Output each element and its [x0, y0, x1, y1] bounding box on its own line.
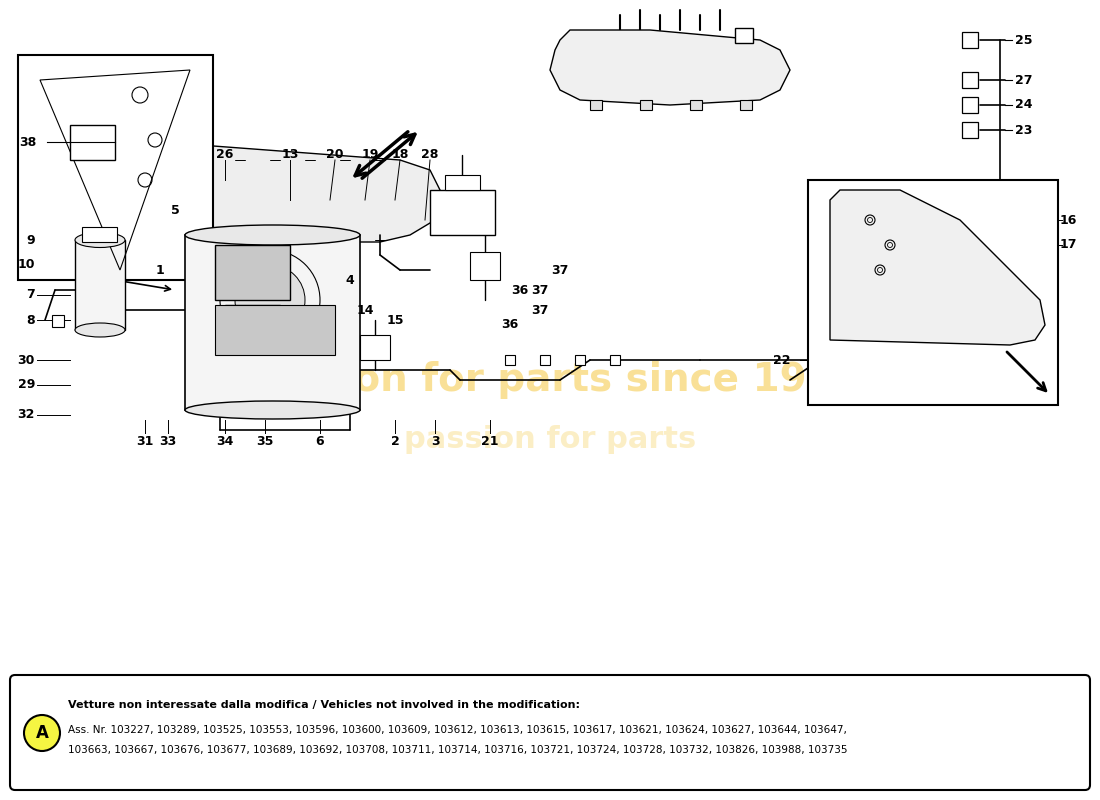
- Circle shape: [24, 715, 60, 751]
- Ellipse shape: [185, 401, 360, 419]
- Text: 37: 37: [551, 263, 569, 277]
- Bar: [70, 125, 116, 160]
- Polygon shape: [690, 100, 702, 110]
- Text: 10: 10: [18, 258, 35, 271]
- Bar: [52, 315, 64, 327]
- Text: 32: 32: [18, 409, 35, 422]
- Bar: [214, 305, 336, 355]
- Text: 103663, 103667, 103676, 103677, 103689, 103692, 103708, 103711, 103714, 103716, : 103663, 103667, 103676, 103677, 103689, …: [68, 745, 847, 755]
- Text: 9: 9: [26, 234, 35, 246]
- Text: 23: 23: [1015, 123, 1033, 137]
- Ellipse shape: [185, 225, 360, 245]
- Text: 3: 3: [431, 435, 439, 448]
- Text: 37: 37: [531, 303, 549, 317]
- Polygon shape: [158, 145, 440, 242]
- Text: 22: 22: [772, 354, 790, 366]
- Text: 19: 19: [361, 149, 378, 162]
- Bar: [808, 180, 1058, 405]
- Text: 33: 33: [160, 435, 177, 448]
- Text: 13: 13: [282, 149, 299, 162]
- Circle shape: [205, 235, 336, 365]
- Text: A: A: [35, 724, 48, 742]
- Text: 35: 35: [256, 435, 274, 448]
- Text: 12: 12: [311, 329, 329, 342]
- Text: 5: 5: [170, 203, 179, 217]
- Bar: [540, 355, 550, 365]
- Bar: [446, 175, 480, 190]
- Bar: [962, 32, 978, 48]
- Bar: [360, 335, 390, 360]
- Text: 36: 36: [502, 318, 518, 331]
- Text: 17: 17: [1060, 238, 1078, 251]
- Text: 27: 27: [1015, 74, 1033, 86]
- Text: 36: 36: [512, 283, 529, 297]
- Text: 6: 6: [316, 435, 324, 448]
- Text: passion for parts since 1985: passion for parts since 1985: [240, 361, 860, 399]
- Bar: [75, 240, 125, 330]
- Ellipse shape: [75, 233, 125, 247]
- Text: passion for parts: passion for parts: [404, 426, 696, 454]
- Text: 24: 24: [1015, 98, 1033, 111]
- Polygon shape: [550, 30, 790, 105]
- Polygon shape: [590, 100, 602, 110]
- Text: 11: 11: [282, 323, 299, 337]
- Text: 30: 30: [18, 354, 35, 366]
- Ellipse shape: [75, 323, 125, 337]
- Text: 22: 22: [1015, 303, 1033, 317]
- Text: 26: 26: [217, 149, 233, 162]
- Text: 21: 21: [482, 435, 498, 448]
- Text: 25: 25: [1015, 34, 1033, 46]
- Text: Ass. Nr. 103227, 103289, 103525, 103553, 103596, 103600, 103609, 103612, 103613,: Ass. Nr. 103227, 103289, 103525, 103553,…: [68, 725, 847, 735]
- Polygon shape: [830, 190, 1045, 345]
- FancyBboxPatch shape: [10, 675, 1090, 790]
- Bar: [610, 355, 620, 365]
- Text: 15: 15: [386, 314, 404, 326]
- Bar: [430, 190, 495, 235]
- Bar: [962, 72, 978, 88]
- Text: 1: 1: [155, 263, 164, 277]
- Bar: [82, 227, 117, 242]
- Text: 8: 8: [26, 314, 35, 326]
- Text: 28: 28: [421, 149, 439, 162]
- Bar: [214, 245, 290, 300]
- Polygon shape: [640, 100, 652, 110]
- Text: 34: 34: [217, 435, 233, 448]
- Text: 37: 37: [531, 283, 549, 297]
- Text: Vetture non interessate dalla modifica / Vehicles not involved in the modificati: Vetture non interessate dalla modifica /…: [68, 700, 580, 710]
- Text: 38: 38: [19, 135, 36, 149]
- Text: 14: 14: [356, 303, 374, 317]
- Text: 31: 31: [136, 435, 154, 448]
- Text: 4: 4: [345, 274, 354, 286]
- Text: 16: 16: [1060, 214, 1077, 226]
- Circle shape: [235, 265, 305, 335]
- Bar: [226, 305, 280, 345]
- Text: 18: 18: [392, 149, 409, 162]
- Bar: [962, 122, 978, 138]
- Bar: [470, 252, 500, 280]
- Text: 7: 7: [26, 289, 35, 302]
- Bar: [735, 28, 754, 43]
- Bar: [185, 235, 360, 410]
- Text: 29: 29: [18, 378, 35, 391]
- Bar: [962, 97, 978, 113]
- Bar: [18, 55, 213, 280]
- Text: 2: 2: [390, 435, 399, 448]
- Bar: [505, 355, 515, 365]
- Bar: [575, 355, 585, 365]
- Text: 20: 20: [327, 149, 343, 162]
- Polygon shape: [740, 100, 752, 110]
